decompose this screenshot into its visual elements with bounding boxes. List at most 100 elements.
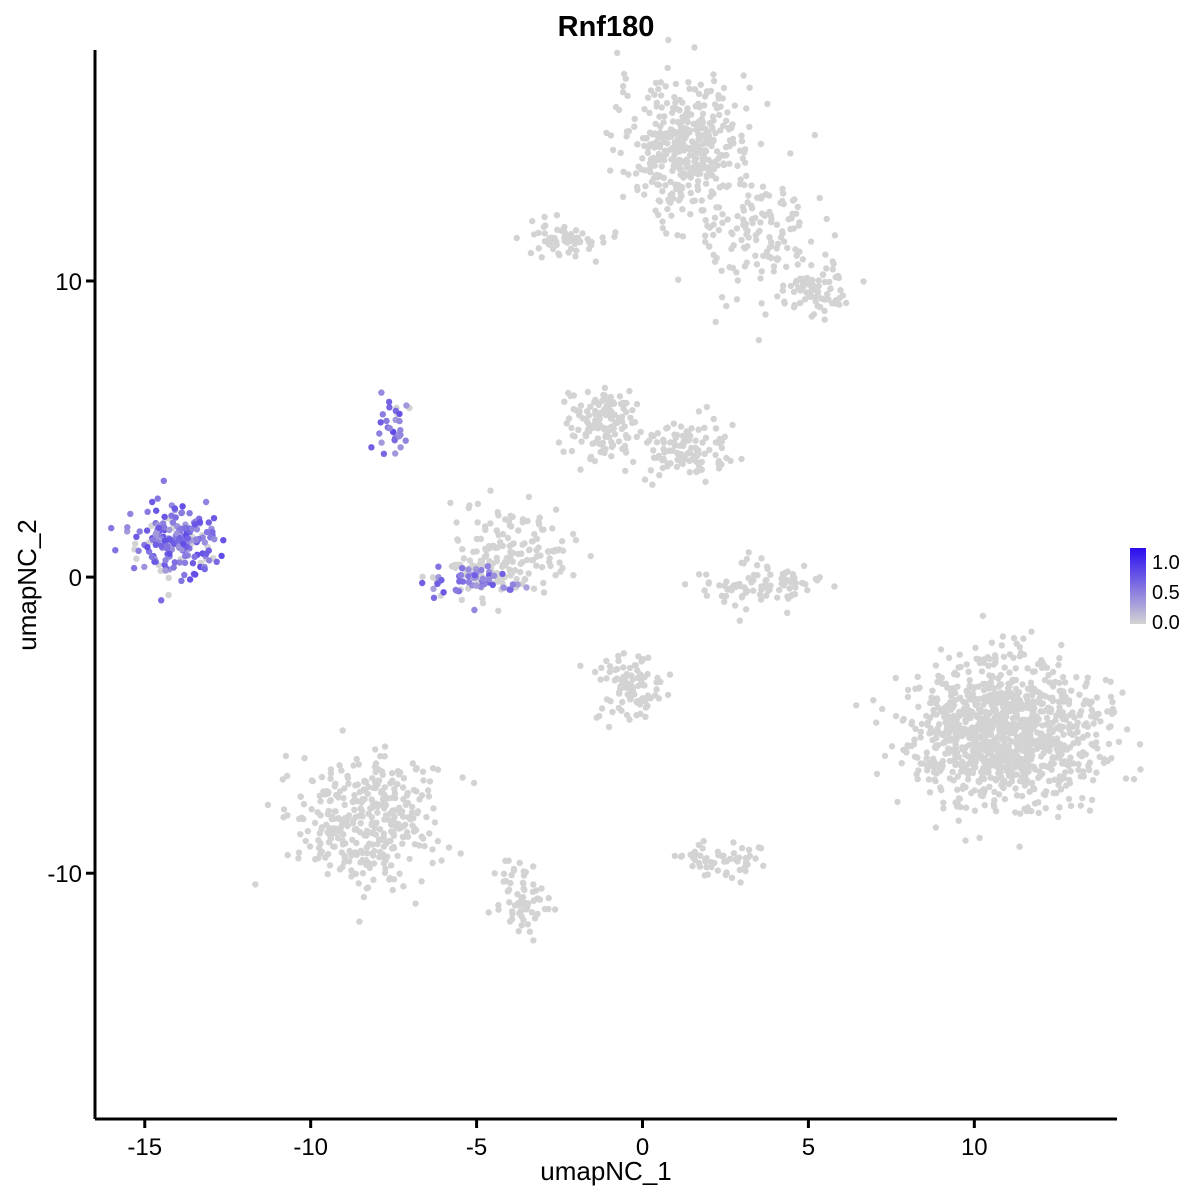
cell-point [710, 77, 718, 85]
cell-point [556, 252, 563, 259]
cell-point [1020, 651, 1028, 658]
cell-point [996, 718, 1004, 725]
cell-point [1077, 708, 1085, 715]
cell-point [344, 774, 352, 782]
cell-point [697, 146, 704, 154]
cell-point [892, 674, 899, 682]
cell-point [349, 836, 356, 844]
cell-point [738, 137, 746, 145]
cell-point [510, 540, 517, 547]
cell-point [541, 213, 548, 221]
cell-point [916, 684, 923, 691]
cell-point [541, 230, 548, 237]
cell-point [659, 464, 666, 472]
cell-point [932, 662, 940, 669]
cell-point [792, 579, 799, 587]
cell-point [695, 447, 702, 454]
cell-point [389, 886, 396, 894]
cell-point [955, 664, 962, 671]
cell-point [386, 404, 393, 411]
cell-point [684, 450, 691, 457]
cell-point [977, 707, 985, 714]
cell-point [1013, 792, 1021, 799]
cell-point [351, 806, 358, 813]
cell-point [1031, 800, 1039, 807]
y-axis-title: umapNC_2 [12, 519, 42, 651]
cell-point [900, 715, 907, 723]
cell-point [779, 185, 786, 192]
cell-point [521, 540, 528, 547]
cell-point [1061, 760, 1069, 767]
cell-point [1060, 742, 1068, 749]
cell-point [605, 723, 613, 731]
cell-point [619, 88, 627, 96]
cell-point [740, 216, 747, 223]
cell-point [637, 428, 644, 436]
cell-point [499, 542, 506, 550]
cell-point [376, 826, 384, 833]
cell-point [374, 840, 381, 848]
cell-point [430, 594, 438, 601]
cell-point [978, 668, 986, 675]
cell-point [934, 696, 941, 703]
cell-point [369, 852, 377, 859]
cell-point [535, 544, 542, 551]
cell-point [716, 184, 723, 191]
cell-point [633, 400, 641, 408]
cell-point [951, 720, 959, 727]
cell-point [1042, 791, 1049, 799]
cell-point [998, 642, 1005, 649]
cell-point [408, 809, 416, 816]
cell-point [774, 240, 782, 248]
cell-point [341, 801, 348, 808]
cell-point [741, 146, 749, 153]
cell-point [1025, 768, 1032, 775]
cell-point [824, 290, 831, 298]
cell-point [986, 696, 994, 703]
cell-point [689, 197, 696, 205]
cell-point [1036, 772, 1044, 780]
cell-point [201, 539, 208, 546]
cell-point [655, 150, 663, 158]
cell-point [743, 555, 751, 563]
cell-point [460, 555, 468, 562]
cell-point [661, 157, 668, 164]
cell-point [1075, 766, 1082, 774]
cell-point [508, 523, 515, 530]
cell-point [162, 567, 169, 574]
cell-point [981, 802, 988, 809]
cell-point [654, 181, 661, 188]
cell-point [336, 762, 343, 769]
cell-point [495, 906, 502, 913]
cell-point [672, 434, 679, 441]
cell-point [932, 824, 939, 831]
cell-point [644, 670, 651, 678]
cell-point [611, 431, 619, 438]
cell-point [746, 123, 753, 131]
cell-point [1056, 722, 1063, 730]
cell-point [141, 563, 148, 571]
cell-point [950, 777, 957, 784]
cell-point [556, 559, 563, 566]
cell-point [391, 790, 399, 797]
cell-point [676, 148, 683, 155]
cell-point [665, 36, 672, 44]
cell-point [1007, 767, 1015, 774]
cell-point [1015, 723, 1022, 730]
cell-point [334, 825, 342, 833]
cell-point [414, 808, 422, 815]
cell-point [1024, 755, 1032, 762]
cell-point [252, 881, 259, 888]
cell-point [712, 175, 720, 182]
cell-point [410, 815, 417, 822]
cell-point [702, 217, 709, 224]
cell-point [698, 466, 705, 473]
cell-point [924, 767, 931, 774]
cell-point [419, 768, 427, 775]
cell-point [651, 162, 658, 169]
cell-point [940, 739, 947, 747]
cell-point [520, 885, 527, 892]
cell-point [181, 571, 188, 579]
cell-point [397, 427, 404, 434]
cell-point [1033, 713, 1041, 721]
